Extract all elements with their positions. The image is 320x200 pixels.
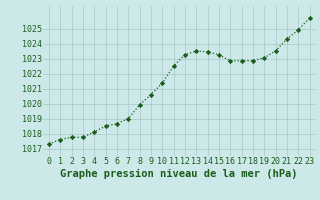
X-axis label: Graphe pression niveau de la mer (hPa): Graphe pression niveau de la mer (hPa) (60, 169, 298, 179)
